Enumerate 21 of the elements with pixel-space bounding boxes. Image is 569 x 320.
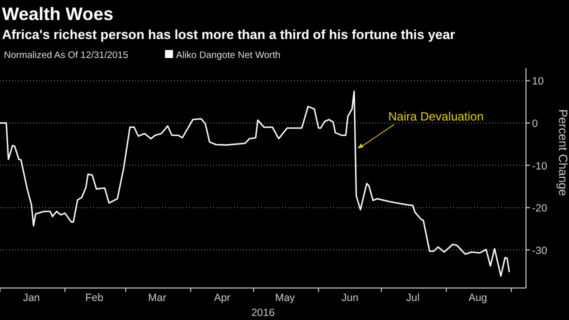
x-tick-label: May (275, 292, 296, 304)
chart-subtitle: Africa's richest person has lost more than a third of his fortune this year (2, 27, 456, 42)
y-tick-label: 10 (532, 76, 544, 88)
x-tick-label: Aug (468, 292, 488, 304)
line-series (0, 90, 510, 277)
y-tick-label: 0 (532, 118, 538, 130)
legend-label: Aliko Dangote Net Worth (176, 50, 280, 61)
x-tick-label: Mar (148, 292, 167, 304)
y-tick-label: -10 (532, 160, 548, 172)
y-tick-label: -30 (532, 244, 548, 257)
y-tick-label: -20 (532, 202, 548, 215)
x-tick-label: Jul (406, 292, 420, 304)
annotation: Naira Devaluation (388, 109, 484, 124)
y-axis-title: Percent Change (556, 109, 569, 196)
x-tick-label: Jun (342, 292, 359, 304)
x-axis-title: 2016 (251, 307, 275, 319)
x-tick-label: Apr (214, 292, 231, 304)
chart-title: Wealth Woes (2, 4, 114, 24)
text: Normalized As Of 12/31/2015 (4, 50, 128, 61)
x-tick-label: Jan (22, 292, 40, 304)
x-tick-label: Feb (85, 292, 104, 304)
